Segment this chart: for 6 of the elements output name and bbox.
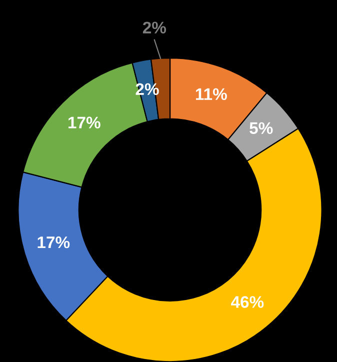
data-label: 46% bbox=[231, 296, 264, 308]
data-label: 17% bbox=[68, 116, 100, 128]
data-label: 11% bbox=[196, 88, 227, 100]
data-label: 17% bbox=[38, 236, 70, 248]
data-label: 5% bbox=[250, 122, 273, 134]
data-label: 2% bbox=[142, 22, 166, 34]
